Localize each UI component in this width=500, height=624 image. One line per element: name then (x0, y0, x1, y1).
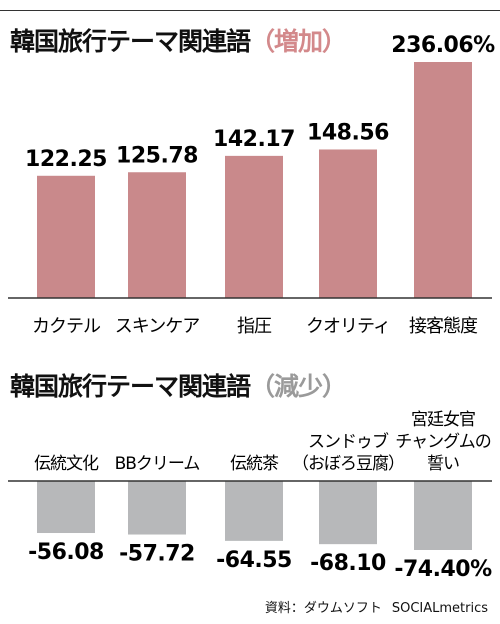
bar (225, 155, 283, 298)
bar (225, 481, 283, 541)
data-label: 148.56 (307, 120, 389, 145)
category-label: スキンケア (115, 316, 199, 337)
bar (37, 481, 95, 534)
data-label: -68.10 (310, 551, 386, 576)
bar (319, 481, 377, 545)
bar (319, 149, 377, 298)
data-label: -57.72 (119, 542, 195, 567)
category-label: 誓い (427, 454, 459, 474)
chart-title-decrease: 韓国旅行テーマ関連語（減少） (10, 367, 347, 403)
data-label: -74.40% (394, 557, 492, 582)
title-subtitle: （増加） (250, 27, 347, 56)
chart-title-increase: 韓国旅行テーマ関連語（増加） (10, 22, 347, 58)
source-value: SOCIALmetrics (391, 601, 488, 616)
category-label: 接客態度 (409, 316, 478, 337)
title-subtitle: （減少） (250, 372, 347, 401)
data-label: 236.06% (391, 33, 495, 58)
title-text: 韓国旅行テーマ関連語 (10, 27, 251, 56)
category-label: クオリティ (306, 316, 390, 337)
source-note: 資料：ダウムソフト SOCIALmetrics (255, 597, 488, 616)
bar (128, 481, 186, 535)
top-rule (0, 10, 500, 11)
category-label: 宮廷女官 (411, 410, 475, 430)
data-label: 122.25 (25, 147, 107, 172)
source-label: 資料：ダウムソフト (264, 601, 382, 616)
category-label: カクテル (32, 316, 101, 337)
category-label: スンドゥブ (308, 431, 389, 452)
category-label: 伝統茶 (230, 454, 279, 474)
category-label: 伝統文化 (34, 454, 99, 474)
bar (37, 175, 95, 298)
title-text: 韓国旅行テーマ関連語 (10, 372, 251, 401)
data-label: 125.78 (116, 143, 198, 168)
bar (128, 172, 186, 298)
data-label: 142.17 (213, 127, 295, 152)
category-label: BBクリーム (115, 454, 200, 474)
bar (414, 481, 472, 550)
category-label: 指圧 (237, 316, 272, 337)
data-label: -64.55 (216, 548, 292, 573)
category-label: チャングムの (395, 432, 491, 452)
category-label: （おぼろ豆腐） (292, 454, 404, 474)
bar (414, 62, 472, 298)
data-label: -56.08 (28, 540, 104, 565)
